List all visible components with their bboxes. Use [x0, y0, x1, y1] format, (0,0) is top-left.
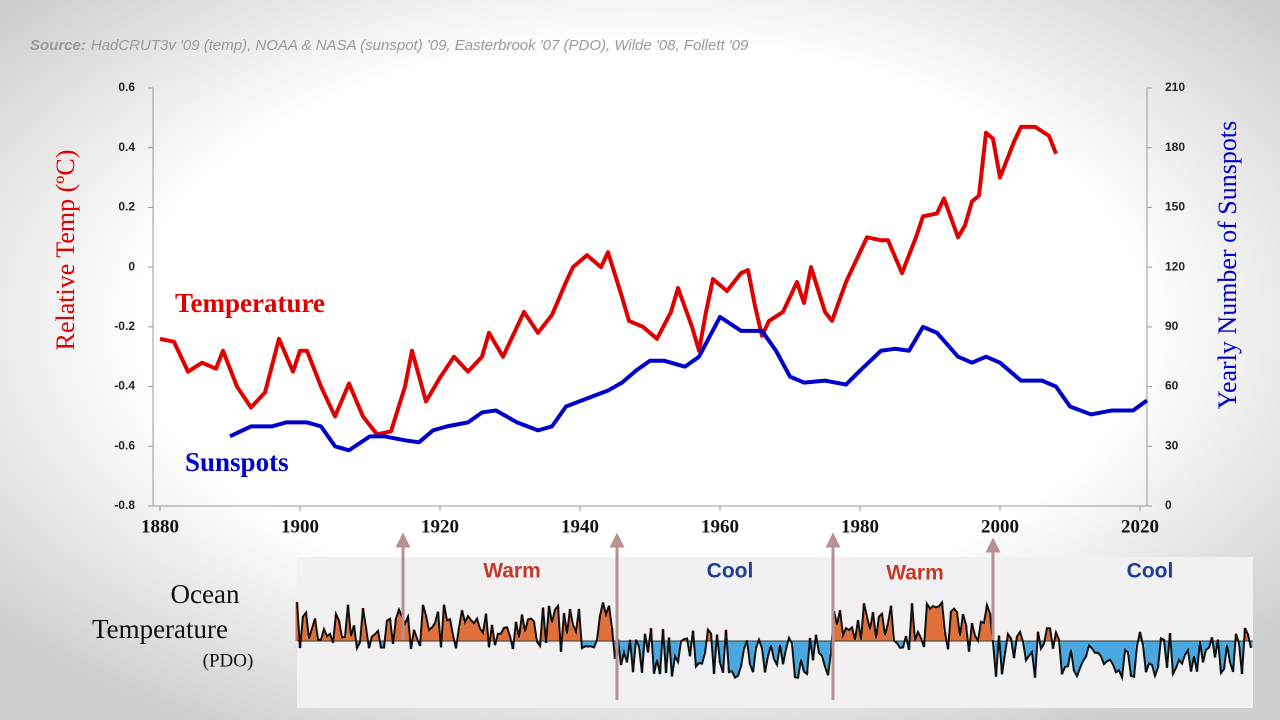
- x-tick-label: 1960: [701, 516, 739, 537]
- pdo-phase: Cool: [1127, 560, 1174, 583]
- source-text: HadCRUT3v '09 (temp), NOAA & NASA (sunsp…: [91, 37, 749, 54]
- pdo-phase: Warm: [886, 562, 944, 585]
- pdo-background: [297, 557, 1253, 708]
- x-tick-label: 1880: [141, 516, 179, 537]
- x-tick-label: 1980: [841, 516, 879, 537]
- series-label: Temperature: [175, 288, 325, 318]
- pdo-title: Ocean: [171, 579, 240, 609]
- x-tick-label: 1900: [281, 516, 319, 537]
- x-tick-label: 2000: [981, 516, 1019, 537]
- y-tick-label: 0.2: [118, 200, 135, 214]
- source-label: Source:: [30, 37, 86, 54]
- pdo-title: Temperature: [92, 614, 228, 644]
- pdo-title: (PDO): [203, 650, 254, 671]
- source: Source: HadCRUT3v '09 (temp), NOAA & NASA…: [30, 37, 749, 54]
- y-tick-label: -0.8: [114, 498, 135, 512]
- series-line: [229, 314, 1149, 453]
- y2-tick-label: 180: [1165, 140, 1185, 154]
- y2-axis-title: Yearly Number of Sunspots: [1213, 121, 1242, 409]
- y-tick-label: -0.4: [114, 379, 135, 393]
- y2-tick-label: 90: [1165, 319, 1179, 333]
- y2-tick-label: 210: [1165, 80, 1185, 94]
- y-tick-label: 0.6: [118, 80, 135, 94]
- y-tick-label: 0.4: [118, 140, 135, 154]
- y2-tick-label: 30: [1165, 438, 1179, 452]
- y-tick-label: -0.6: [114, 438, 135, 452]
- pdo-curve: [296, 599, 1252, 682]
- pdo-panel: Warm Cool Warm Cool: [295, 557, 1253, 708]
- y2-tick-label: 120: [1165, 259, 1185, 273]
- pdo-phase: Cool: [707, 560, 754, 583]
- y2-tick-label: 60: [1165, 379, 1179, 393]
- pdo-phase: Warm: [483, 560, 541, 583]
- arrows: [395, 532, 1001, 700]
- y-tick-label: -0.2: [114, 319, 135, 333]
- x-tick-label: 2020: [1121, 516, 1159, 537]
- x-tick-label: 1940: [561, 516, 599, 537]
- y-axis-title: Relative Temp (ºC): [51, 150, 80, 351]
- y2-tick-label: 150: [1165, 200, 1185, 214]
- x-tick-label: 1920: [421, 516, 459, 537]
- series-label: Sunspots: [185, 447, 289, 477]
- y-tick-label: 0: [128, 259, 135, 273]
- series-line: [159, 124, 1058, 437]
- y2-tick-label: 0: [1165, 498, 1172, 512]
